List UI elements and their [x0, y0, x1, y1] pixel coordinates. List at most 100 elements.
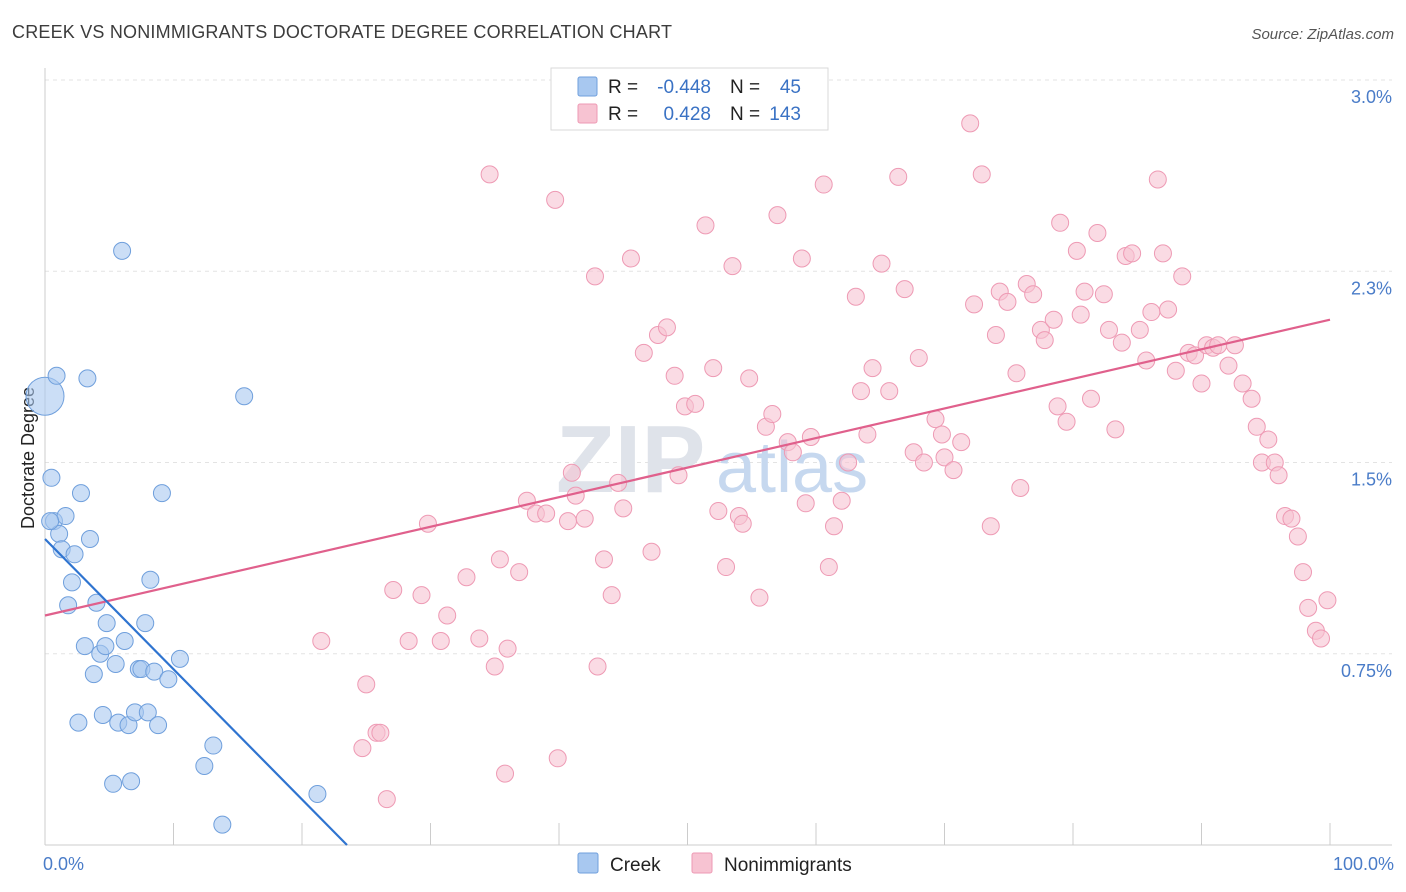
y-tick-label-0: 0.75%	[1341, 661, 1392, 681]
nonimmigrants-point-95	[1044, 310, 1063, 329]
nonimmigrants-point-80	[944, 461, 963, 480]
creek-point-38	[170, 649, 189, 668]
nonimmigrants-point-117	[1173, 267, 1192, 286]
creek-point-25	[115, 632, 134, 650]
nonimmigrants-point-69	[863, 359, 882, 378]
creek-point-3	[47, 366, 66, 385]
nonimmigrants-point-11	[438, 606, 457, 625]
nonimmigrants-point-26	[562, 463, 581, 482]
nonimmigrants-point-110	[1130, 320, 1149, 339]
bottom-legend-creek: Creek	[610, 855, 661, 876]
nonimmigrants-point-50	[733, 514, 752, 533]
nonimmigrants-point-120	[1192, 374, 1211, 393]
creek-point-35	[149, 716, 168, 735]
nonimmigrants-point-81	[952, 433, 971, 452]
nonimmigrants-point-97	[1051, 213, 1070, 232]
nonimmigrants-point-52	[750, 588, 769, 607]
nonimmigrants-point-83	[965, 295, 984, 314]
creek-point-9	[65, 545, 84, 564]
nonimmigrants-point-112	[1142, 303, 1161, 322]
nonimmigrants-point-77	[926, 410, 945, 429]
nonimmigrants-point-44	[696, 216, 715, 235]
nonimmigrants-point-57	[783, 443, 802, 462]
nonimmigrants-point-136	[1294, 563, 1313, 582]
nonimmigrants-point-15	[485, 657, 504, 676]
nonimmigrants-point-79	[935, 448, 954, 467]
nonimmigrants-point-71	[880, 382, 899, 401]
creek-point-32	[138, 703, 157, 722]
creek-point-19	[96, 637, 115, 656]
nonimmigrants-point-17	[496, 764, 515, 783]
nonimmigrants-point-65	[839, 453, 858, 472]
y-axis-label: Doctorate Degree	[18, 387, 38, 529]
nonimmigrants-point-109	[1123, 244, 1142, 263]
nonimmigrants-point-47	[717, 558, 736, 577]
creek-point-8	[62, 573, 81, 592]
nonimmigrants-point-67	[851, 382, 870, 401]
creek-point-24	[113, 241, 132, 260]
nonimmigrants-point-126	[1233, 374, 1252, 393]
nonimmigrants-point-4	[371, 723, 390, 742]
chart-source: Source: ZipAtlas.com	[1251, 26, 1394, 43]
chart-title: CREEK VS NONIMMIGRANTS DOCTORATE DEGREE …	[12, 22, 672, 42]
y-tick-label-2: 2.3%	[1351, 278, 1392, 298]
nonimmigrants-point-124	[1219, 356, 1238, 375]
nonimmigrants-point-102	[1081, 389, 1100, 408]
nonimmigrants-point-76	[914, 453, 933, 472]
nonimmigrants-point-128	[1247, 417, 1266, 436]
x-tick-label-1: 100.0%	[1333, 854, 1394, 874]
nonimmigrants-point-37	[642, 542, 661, 561]
nonimmigrants-point-66	[846, 287, 865, 306]
nonimmigrants-point-32	[602, 586, 621, 605]
creek-point-22	[106, 654, 125, 673]
creek-point-43	[308, 785, 327, 803]
creek-point-36	[152, 484, 171, 503]
nonimmigrants-point-104	[1094, 285, 1113, 304]
nonimmigrants-point-13	[470, 629, 489, 648]
nonimmigrants-point-1	[357, 675, 376, 694]
nonimmigrants-point-96	[1048, 397, 1067, 416]
series-nonimmigrants	[312, 114, 1337, 809]
nonimmigrants-point-101	[1075, 282, 1094, 301]
creek-point-10	[69, 713, 88, 732]
nonimmigrants-point-31	[594, 550, 613, 569]
nonimmigrants-point-98	[1057, 412, 1076, 431]
nonimmigrants-point-127	[1242, 389, 1261, 408]
nonimmigrants-point-46	[709, 501, 728, 520]
creek-point-14	[80, 530, 99, 548]
nonimmigrants-point-115	[1159, 300, 1178, 319]
legend-r-label-creek: R =	[608, 77, 638, 98]
nonimmigrants-point-5	[377, 790, 396, 809]
nonimmigrants-point-114	[1153, 244, 1172, 263]
nonimmigrants-point-106	[1106, 420, 1125, 439]
creek-point-15	[84, 665, 103, 684]
creek-point-1	[42, 468, 61, 487]
creek-point-31	[136, 614, 155, 633]
nonimmigrants-point-140	[1318, 591, 1337, 610]
nonimmigrants-point-45	[704, 359, 723, 378]
nonimmigrants-point-137	[1299, 598, 1318, 617]
creek-point-34	[145, 662, 164, 681]
nonimmigrants-point-22	[537, 504, 556, 523]
creek-point-33	[141, 570, 160, 589]
nonimmigrants-point-75	[909, 348, 928, 367]
nonimmigrants-point-39	[657, 318, 676, 337]
x-tick-label-0: 0.0%	[43, 854, 84, 874]
nonimmigrants-point-130	[1259, 430, 1278, 449]
creek-point-27	[122, 772, 141, 791]
creek-point-39	[195, 756, 214, 775]
nonimmigrants-point-43	[686, 394, 705, 413]
nonimmigrants-point-132	[1269, 466, 1288, 485]
nonimmigrants-point-54	[763, 405, 782, 424]
nonimmigrants-point-12	[457, 568, 476, 587]
nonimmigrants-point-10	[431, 632, 450, 650]
y-tick-label-3: 3.0%	[1351, 87, 1392, 107]
nonimmigrants-point-84	[972, 165, 991, 184]
nonimmigrants-point-40	[665, 366, 684, 385]
legend-n-label-creek: N =	[730, 77, 760, 98]
nonimmigrants-point-0	[312, 632, 331, 650]
creek-point-20	[97, 614, 116, 633]
nonimmigrants-point-59	[796, 494, 815, 513]
nonimmigrants-point-6	[384, 581, 403, 599]
